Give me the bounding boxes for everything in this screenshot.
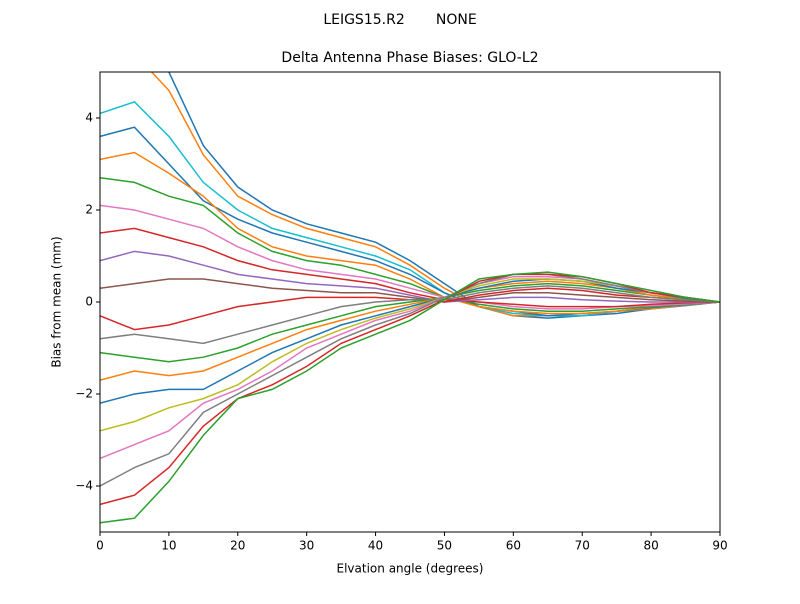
chart-suptitle: LEIGS15.R2 NONE xyxy=(323,12,476,28)
x-tick-label: 60 xyxy=(506,539,521,553)
series-line xyxy=(100,285,720,345)
y-tick-label: 4 xyxy=(85,111,93,125)
x-tick-label: 80 xyxy=(643,539,658,553)
series-line xyxy=(100,282,720,363)
series-line xyxy=(100,278,720,404)
series-line xyxy=(100,271,720,524)
plot-lines xyxy=(100,72,720,524)
x-tick-label: 90 xyxy=(712,539,727,553)
x-tick-label: 20 xyxy=(230,539,245,553)
series-line xyxy=(100,273,720,487)
y-tick-label: 0 xyxy=(85,295,93,309)
series-line xyxy=(100,177,720,312)
y-axis-label: Bias from mean (mm) xyxy=(50,236,64,367)
x-axis-label: Elvation angle (degrees) xyxy=(337,562,484,576)
x-tick-label: 0 xyxy=(96,539,104,553)
series-line xyxy=(167,72,720,319)
x-tick-label: 50 xyxy=(437,539,452,553)
y-tick-label: 2 xyxy=(85,203,93,217)
x-tick-label: 70 xyxy=(575,539,590,553)
series-line xyxy=(100,250,720,303)
y-tick-label: −2 xyxy=(75,387,93,401)
x-tick-label: 30 xyxy=(299,539,314,553)
x-tick-label: 10 xyxy=(161,539,176,553)
series-line xyxy=(100,278,720,303)
y-tick-label: −4 xyxy=(75,479,93,493)
chart-title: Delta Antenna Phase Biases: GLO-L2 xyxy=(281,50,538,66)
series-line xyxy=(100,151,720,315)
series-line xyxy=(100,227,720,308)
x-tick-label: 40 xyxy=(368,539,383,553)
